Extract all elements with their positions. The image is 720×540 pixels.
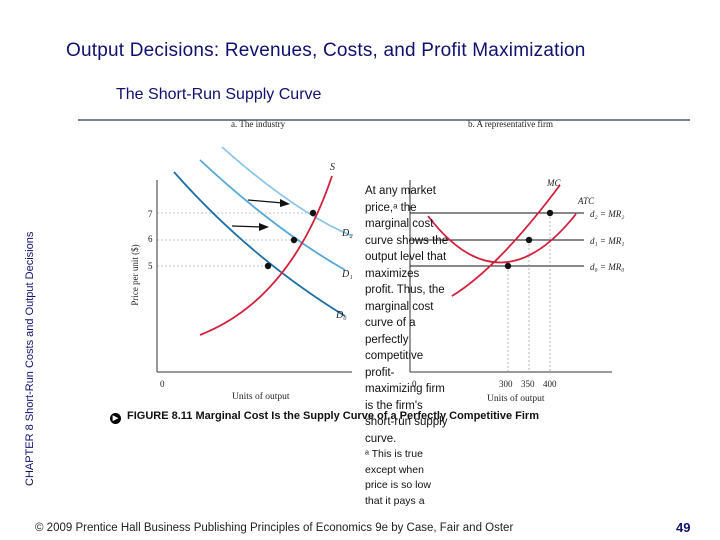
mc-label: MC	[546, 178, 561, 188]
panel-a-tick-5: 5	[148, 261, 153, 271]
panel-b-x-label: Units of output	[487, 393, 545, 404]
demand-curve-d0	[173, 171, 346, 317]
panel-b-tick-400: 400	[543, 379, 557, 389]
equilibrium-point-d1	[290, 236, 298, 244]
demand-curve-d1	[199, 159, 346, 271]
mr2-label: d₂ = MR₂	[590, 209, 624, 219]
panel-b-heading: b. A representative firm	[468, 119, 553, 129]
panel-b-origin: 0	[412, 379, 417, 389]
shift-arrow-lower-head	[259, 223, 269, 231]
note-main-text: At any market price,ᵃ the marginal cost …	[365, 185, 449, 445]
firm-point-400	[546, 209, 554, 217]
shift-arrow-upper-head	[280, 199, 290, 207]
d2-label: D₂	[341, 228, 353, 239]
d1-label: D₁	[341, 269, 353, 280]
equilibrium-point-d0	[264, 262, 272, 270]
equilibrium-point-d2	[309, 209, 317, 217]
mr1-label: d₁ = MR₁	[590, 236, 624, 246]
supply-curve-note: At any market price,ᵃ the marginal cost …	[365, 183, 449, 509]
firm-point-300	[504, 262, 512, 270]
panel-firm: b. A representative firm 0 300 350 400 U…	[409, 119, 624, 404]
atc-label: ATC	[577, 196, 595, 206]
panel-b-tick-300: 300	[499, 379, 513, 389]
panel-a-x-label: Units of output	[232, 391, 290, 402]
shift-arrow-lower	[231, 225, 263, 228]
d0-label: D₀	[335, 310, 347, 321]
atc-curve	[427, 213, 577, 264]
panel-b-tick-350: 350	[521, 379, 535, 389]
page-number: 49	[676, 520, 691, 535]
slide-footer: © 2009 Prentice Hall Business Publishing…	[35, 522, 514, 534]
shift-arrow-upper	[247, 199, 284, 204]
supply-label: S	[330, 162, 335, 173]
note-footnote: ᵃ This is true except when price is so l…	[365, 448, 431, 507]
panel-a-tick-7: 7	[148, 209, 153, 219]
supply-curve	[199, 175, 333, 336]
panel-a-y-label: Price per unit ($)	[130, 244, 140, 305]
firm-point-350	[525, 236, 533, 244]
mc-curve	[451, 184, 561, 297]
figure-top-rule	[78, 119, 690, 121]
panel-a-heading: a. The industry	[231, 119, 286, 129]
panel-a-origin: 0	[160, 379, 165, 389]
mr0-label: d₀ = MR₀	[590, 262, 624, 272]
figure-caption: ▶ FIGURE 8.11 Marginal Cost Is the Supply…	[110, 410, 539, 424]
slide-subtitle: The Short-Run Supply Curve	[116, 86, 322, 103]
demand-curve-d2	[221, 146, 353, 237]
figure-caption-text: FIGURE 8.11 Marginal Cost Is the Supply …	[127, 410, 539, 422]
slide-title: Output Decisions: Revenues, Costs, and P…	[66, 40, 586, 61]
figure-play-icon[interactable]: ▶	[110, 413, 121, 424]
panel-industry: a. The industry Price per unit ($) Units…	[130, 119, 353, 402]
panel-a-tick-6: 6	[148, 234, 153, 244]
